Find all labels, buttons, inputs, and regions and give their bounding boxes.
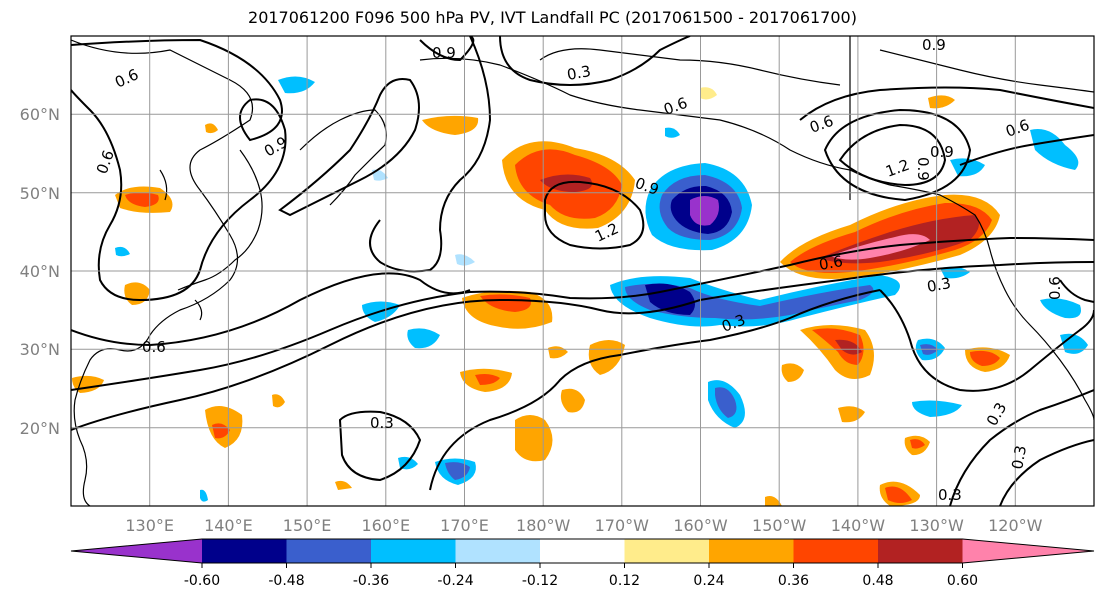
- colorbar-ticks: [201, 563, 963, 568]
- colorbar-label: 0.48: [862, 573, 893, 589]
- lon-tick-label: 170°E: [440, 516, 489, 535]
- map-title: 2017061200 F096 500 hPa PV, IVT Landfall…: [248, 8, 857, 27]
- lon-tick-label: 160°W: [673, 516, 728, 535]
- colorbar-label: -0.24: [437, 573, 473, 589]
- contour-label: 0.6: [142, 338, 166, 356]
- map-content: 0.6 0.9 0.9 0.9 0.6 0.6 0.6 0.9 1.2 1.2 …: [71, 36, 1094, 506]
- lon-tick-label: 140°W: [831, 516, 886, 535]
- contour-label: 0.3: [1008, 444, 1030, 471]
- lat-tick-label: 20°N: [20, 419, 60, 438]
- lat-tick-labels: 20°N 30°N 40°N 50°N 60°N: [20, 105, 60, 438]
- coastlines: [71, 36, 1094, 506]
- contour-label: 0.3: [566, 62, 593, 84]
- contour-label: 0.9: [432, 44, 456, 62]
- colorbar-segment: [455, 539, 540, 563]
- lon-tick-label: 140°E: [204, 516, 253, 535]
- colorbar-label: 0.60: [947, 573, 978, 589]
- lat-tick-label: 60°N: [20, 105, 60, 124]
- ivt-anomaly-fill: [72, 76, 1088, 506]
- colorbar-segment: [709, 539, 794, 563]
- contour-label: 0.6: [818, 252, 845, 274]
- colorbar-label: -0.48: [268, 573, 304, 589]
- lat-tick-label: 50°N: [20, 184, 60, 203]
- colorbar-label: 0.12: [609, 573, 640, 589]
- lon-tick-label: 160°E: [361, 516, 410, 535]
- lat-tick-label: 30°N: [20, 340, 60, 359]
- gridlines: [71, 36, 1094, 506]
- colorbar-label: 0.24: [693, 573, 724, 589]
- lon-tick-label: 150°E: [283, 516, 332, 535]
- colorbar-label: -0.60: [184, 573, 220, 589]
- lon-tick-label: 150°W: [752, 516, 807, 535]
- map-frame: [70, 35, 1095, 507]
- contour-label: 0.6: [1046, 276, 1064, 300]
- lon-tick-label: 130°W: [909, 516, 964, 535]
- contour-label: 0.3: [370, 414, 394, 432]
- colorbar-segment: [962, 539, 1094, 563]
- contour-label: 0.9: [922, 36, 946, 54]
- colorbar-label: -0.12: [522, 573, 558, 589]
- colorbar-segment: [793, 539, 878, 563]
- colorbar-segment: [202, 539, 287, 563]
- colorbar-segment: [878, 539, 963, 563]
- colorbar-label: -0.36: [353, 573, 389, 589]
- lon-tick-labels: 130°E 140°E 150°E 160°E 170°E 180°W 170°…: [125, 516, 1042, 535]
- colorbar-segment: [71, 539, 202, 563]
- contour-label: 0.9: [914, 157, 932, 181]
- lon-tick-label: 130°E: [125, 516, 174, 535]
- colorbar-segment: [371, 539, 456, 563]
- colorbar: -0.60 -0.48 -0.36 -0.24 -0.12 0.12 0.24 …: [70, 538, 1095, 589]
- colorbar-segment: [624, 539, 709, 563]
- lat-tick-label: 40°N: [20, 262, 60, 281]
- lon-tick-label: 120°W: [988, 516, 1043, 535]
- contour-label: 0.3: [926, 274, 953, 296]
- colorbar-segment: [286, 539, 371, 563]
- pv-contours: [71, 36, 1094, 506]
- lon-tick-label: 170°W: [595, 516, 650, 535]
- colorbar-segment: [540, 539, 625, 563]
- lon-tick-label: 180°W: [516, 516, 571, 535]
- contour-label: 0.3: [938, 486, 962, 504]
- contour-label: 0.9: [930, 143, 954, 161]
- colorbar-label: 0.36: [778, 573, 809, 589]
